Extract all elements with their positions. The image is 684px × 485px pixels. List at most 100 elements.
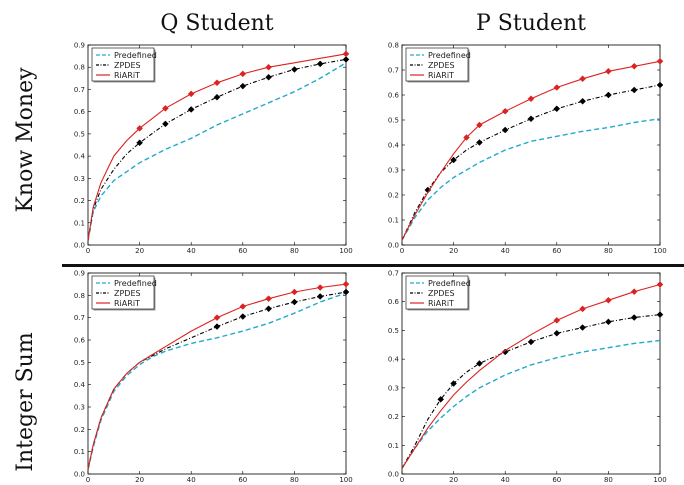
series-marker-zpdes [476, 360, 483, 367]
x-tick-label: 60 [552, 247, 561, 255]
y-tick-label: 0.3 [74, 175, 85, 183]
y-tick-label: 0.6 [388, 298, 400, 306]
series-marker-zpdes [579, 97, 586, 105]
series-marker-zpdes [630, 86, 638, 94]
y-tick-label: 0.7 [388, 270, 399, 278]
y-tick-label: 0.1 [388, 217, 399, 225]
series-marker-zpdes [450, 156, 457, 164]
x-tick-label: 100 [339, 247, 352, 255]
series-marker-zpdes [136, 139, 143, 147]
series-line-predefined [87, 62, 347, 241]
series-marker-zpdes [501, 126, 509, 134]
legend-label-zpdes: ZPDES [428, 61, 455, 70]
y-tick-label: 0.5 [388, 117, 399, 125]
y-tick-label: 0.9 [74, 42, 85, 50]
y-tick-label: 0.4 [74, 381, 86, 389]
legend-label-predefined: Predefined [428, 51, 471, 60]
series-marker-zpdes [265, 73, 272, 81]
series-marker-riarit [579, 75, 586, 83]
series-marker-zpdes [553, 329, 561, 337]
x-tick-label: 20 [135, 476, 144, 484]
series-line-riarit [401, 60, 661, 241]
y-tick-label: 0.6 [74, 108, 86, 116]
series-marker-zpdes [630, 314, 638, 321]
series-marker-zpdes [213, 93, 221, 101]
x-tick-label: 60 [552, 476, 561, 484]
x-tick-label: 100 [653, 247, 666, 255]
series-marker-zpdes [213, 323, 221, 330]
x-tick-label: 80 [604, 247, 613, 255]
y-tick-label: 0.3 [74, 404, 85, 412]
series-marker-zpdes [316, 293, 324, 300]
legend-label-zpdes: ZPDES [428, 289, 455, 298]
legend-label-predefined: Predefined [428, 279, 471, 288]
y-tick-label: 0.0 [74, 471, 85, 479]
plot-frame [87, 272, 347, 475]
series-line-zpdes [401, 314, 661, 469]
x-tick-label: 80 [290, 476, 299, 484]
x-tick-label: 40 [501, 476, 510, 484]
chart-know-money-q-student: 0 20 40 60 80 100 0.0 0.1 0.2 0.3 0.4 0.5 0.6 0.7 0.8 0… [74, 42, 353, 256]
y-tick-label: 0.1 [74, 448, 85, 456]
series-marker-zpdes [656, 311, 664, 318]
y-tick-label: 0.8 [74, 64, 85, 72]
series-marker-zpdes [605, 318, 612, 326]
y-tick-label: 0.7 [74, 86, 85, 94]
x-tick-label: 40 [501, 247, 510, 255]
series-marker-riarit [265, 63, 272, 71]
x-tick-label: 80 [604, 476, 613, 484]
row-title-know-money: Know Money [13, 67, 38, 213]
y-tick-label: 0.7 [388, 67, 399, 75]
legend-label-zpdes: ZPDES [114, 61, 141, 70]
plot-frame [401, 272, 661, 475]
x-tick-label: 60 [238, 247, 247, 255]
y-tick-label: 0.6 [74, 337, 86, 345]
x-tick-label: 100 [653, 476, 666, 484]
y-tick-label: 0.1 [74, 219, 85, 227]
y-tick-label: 0.5 [388, 327, 399, 335]
y-tick-label: 0.2 [388, 413, 399, 421]
series-marker-riarit [342, 280, 350, 288]
y-tick-label: 0.1 [388, 442, 399, 450]
y-tick-label: 0.5 [74, 359, 85, 367]
y-tick-label: 0.0 [74, 242, 85, 250]
legend-label-riarit: RiARiT [428, 71, 454, 80]
x-tick-label: 80 [290, 247, 299, 255]
y-tick-label: 0.2 [74, 426, 85, 434]
series-marker-zpdes [239, 82, 247, 90]
series-line-predefined [87, 292, 347, 470]
series-marker-riarit [291, 288, 298, 296]
y-tick-label: 0.0 [388, 471, 399, 479]
series-marker-riarit [656, 281, 664, 288]
y-tick-label: 0.8 [388, 42, 399, 50]
series-marker-riarit [239, 303, 247, 310]
series-marker-zpdes [579, 324, 586, 331]
y-tick-label: 0.4 [388, 356, 400, 364]
panels: 0 20 40 60 80 100 0.0 0.1 0.2 0.3 0.4 0.5 0.6 0.7 0.8 0… [74, 42, 667, 485]
y-tick-label: 0.6 [388, 92, 400, 100]
y-tick-label: 0.0 [388, 242, 399, 250]
series-marker-zpdes [476, 139, 483, 146]
series-marker-riarit [265, 295, 272, 303]
series-marker-zpdes [342, 288, 350, 296]
series-marker-riarit [527, 95, 535, 103]
x-tick-label: 60 [238, 476, 247, 484]
series-marker-zpdes [450, 380, 457, 387]
series-marker-zpdes [501, 348, 509, 356]
series-line-riarit [87, 283, 347, 470]
series-marker-riarit [136, 124, 143, 132]
x-tick-label: 20 [135, 247, 144, 255]
x-tick-label: 20 [449, 476, 458, 484]
series-line-zpdes [87, 58, 347, 241]
x-tick-label: 0 [86, 247, 90, 255]
series-marker-zpdes [605, 91, 612, 99]
series-marker-zpdes [162, 120, 169, 128]
series-marker-zpdes [239, 313, 247, 320]
series-marker-riarit [463, 134, 470, 141]
row-separator [62, 264, 684, 267]
series-marker-riarit [605, 67, 612, 75]
